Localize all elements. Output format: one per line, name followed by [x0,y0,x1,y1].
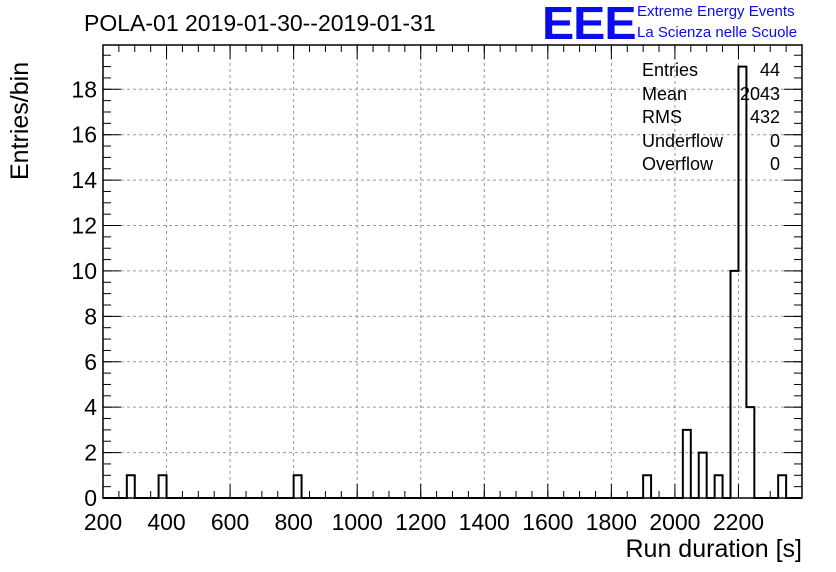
stats-overflow-value: 0 [769,154,780,174]
x-tick-label: 200 [84,509,122,535]
stats-rms-value: 432 [749,107,780,127]
x-tick-label: 400 [147,509,185,535]
stats-overflow-label: Overflow [642,154,714,174]
stats-underflow-label: Underflow [642,130,724,151]
histogram-bin [127,475,135,498]
logo-line-1: Extreme Energy Events [637,3,795,20]
histogram-bin [746,407,754,498]
histogram-bin [683,430,691,498]
histogram-bin [778,475,786,498]
stats-entries-label: Entries [642,60,699,80]
stats-rms-label: RMS [642,107,682,127]
stats-box: Entries 44 Mean 2043 RMS 432 Underflow 0… [642,60,780,178]
logo-line-2: La Scienza nelle Scuole [637,24,798,41]
x-tick-label: 1200 [395,509,446,535]
plot-frame [102,44,803,499]
y-axis-label: Entries/bin [6,61,34,180]
stats-row-overflow: Overflow 0 [642,154,780,178]
stats-mean-value: 2043 [739,83,780,104]
stats-row-mean: Mean 2043 [642,84,780,108]
x-tick-label: 1800 [586,509,637,535]
histogram-bin [699,453,707,498]
stats-mean-label: Mean [642,83,688,104]
chart-title: POLA-01 2019-01-30--2019-01-31 [84,10,436,36]
y-tick-label: 6 [84,349,97,375]
histogram-bin [159,475,167,498]
y-tick-label: 10 [71,258,97,284]
y-tick-label: 0 [84,485,97,511]
x-axis-label: Run duration [s] [625,535,803,563]
histogram-bin [715,475,723,498]
y-tick-label: 8 [84,303,97,329]
x-tick-label: 1000 [332,509,383,535]
x-tick-label: 1400 [459,509,510,535]
stats-underflow-value: 0 [769,130,780,151]
histogram-bin [643,475,651,498]
x-tick-label: 2200 [713,509,764,535]
histogram-bin [294,475,302,498]
eee-logo-mark: EEE [542,0,637,49]
stats-entries-value: 44 [759,60,780,80]
y-tick-label: 14 [71,167,97,193]
x-tick-label: 600 [211,509,249,535]
y-tick-label: 12 [71,213,97,239]
y-tick-label: 18 [71,76,97,102]
x-tick-label: 800 [274,509,312,535]
stats-row-rms: RMS 432 [642,107,780,131]
stats-row-entries: Entries 44 [642,60,780,84]
x-tick-label: 2000 [649,509,700,535]
y-tick-label: 4 [84,394,97,420]
x-tick-label: 1600 [522,509,573,535]
y-tick-label: 2 [84,440,97,466]
y-tick-label: 16 [71,122,97,148]
stats-row-underflow: Underflow 0 [642,131,780,155]
histogram-bin [731,271,739,498]
